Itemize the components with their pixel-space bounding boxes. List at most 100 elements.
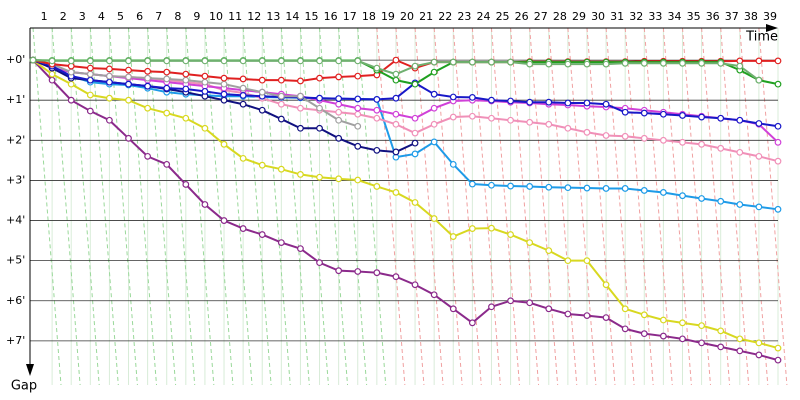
y-tick-label: +6' xyxy=(6,294,25,307)
data-point xyxy=(373,95,381,103)
data-point xyxy=(106,116,113,124)
data-point xyxy=(297,104,304,112)
x-tick-label: 30 xyxy=(591,10,605,23)
data-point xyxy=(698,113,705,121)
data-point xyxy=(144,152,152,160)
data-point xyxy=(698,322,705,330)
data-point xyxy=(488,114,495,122)
data-point xyxy=(545,247,553,255)
data-point xyxy=(86,57,94,65)
data-point xyxy=(182,181,190,188)
x-tick-label: 35 xyxy=(687,10,701,23)
data-point xyxy=(507,116,514,124)
y-tick-label: +5' xyxy=(6,254,25,267)
data-point xyxy=(430,58,438,66)
data-point xyxy=(239,75,247,83)
data-point xyxy=(736,347,744,355)
data-point xyxy=(411,114,419,122)
lap-diagonal xyxy=(376,27,406,386)
data-point xyxy=(354,110,362,118)
data-point xyxy=(430,104,438,112)
data-point xyxy=(354,104,362,112)
lap-diagonal xyxy=(758,27,788,386)
data-point xyxy=(163,109,171,117)
data-point xyxy=(526,98,534,106)
data-point xyxy=(526,60,534,68)
data-point xyxy=(717,343,725,351)
data-point xyxy=(621,132,629,140)
data-point xyxy=(774,57,782,65)
x-tick-label: 36 xyxy=(706,10,720,23)
data-point xyxy=(545,60,553,68)
data-point xyxy=(755,57,763,65)
data-point xyxy=(545,183,553,191)
data-point xyxy=(86,91,94,99)
data-point xyxy=(640,109,648,117)
data-point xyxy=(679,319,686,327)
data-point xyxy=(659,110,667,118)
data-point xyxy=(449,305,457,313)
data-point xyxy=(182,85,190,93)
data-point xyxy=(201,78,209,86)
lap-diagonal xyxy=(242,27,272,386)
data-point xyxy=(488,96,495,104)
data-point xyxy=(449,93,457,101)
lap-diagonal xyxy=(548,27,578,386)
data-point xyxy=(392,94,400,102)
data-point xyxy=(526,118,534,126)
data-point xyxy=(430,291,438,299)
data-point xyxy=(106,78,113,86)
data-point xyxy=(679,112,686,119)
data-point xyxy=(659,136,667,144)
lap-diagonal xyxy=(395,27,425,386)
data-point xyxy=(564,60,572,68)
data-point xyxy=(640,134,648,142)
x-tick-label: 39 xyxy=(763,10,777,23)
x-tick-label: 24 xyxy=(476,10,490,23)
series-line xyxy=(32,59,779,362)
lap-diagonal xyxy=(51,27,81,386)
data-point xyxy=(335,134,343,142)
data-point xyxy=(507,231,514,238)
x-tick-label: 5 xyxy=(117,10,124,23)
data-point xyxy=(201,72,209,80)
data-point xyxy=(201,87,209,95)
data-point xyxy=(258,76,266,84)
data-point xyxy=(755,120,763,127)
data-point xyxy=(144,67,152,75)
data-point xyxy=(239,100,247,108)
x-tick-label: 31 xyxy=(610,10,624,23)
x-tick-label: 25 xyxy=(496,10,510,23)
data-point xyxy=(449,160,457,168)
lap-diagonal xyxy=(261,27,291,386)
data-point xyxy=(583,257,591,265)
data-point xyxy=(86,76,94,84)
data-point xyxy=(602,281,610,289)
x-tick-label: 23 xyxy=(457,10,471,23)
data-point xyxy=(335,95,343,102)
data-point xyxy=(717,197,725,205)
data-point xyxy=(220,57,228,65)
data-point xyxy=(106,65,113,73)
data-point xyxy=(411,62,419,70)
data-point xyxy=(335,116,343,124)
data-point xyxy=(774,356,782,364)
data-point xyxy=(411,80,419,88)
time-arrow xyxy=(766,24,778,32)
x-tick-label: 32 xyxy=(629,10,643,23)
data-point xyxy=(297,57,304,65)
data-point xyxy=(736,148,744,156)
data-point xyxy=(201,57,209,65)
data-point xyxy=(392,120,400,128)
data-point xyxy=(468,225,476,232)
data-point xyxy=(239,84,247,92)
lap-diagonal xyxy=(586,27,616,386)
x-tick-label: 17 xyxy=(343,10,357,23)
lap-diagonal xyxy=(605,27,635,386)
data-point xyxy=(163,57,171,65)
data-point xyxy=(354,57,362,65)
data-point xyxy=(316,74,323,82)
data-point xyxy=(583,60,591,68)
data-point xyxy=(354,122,362,130)
